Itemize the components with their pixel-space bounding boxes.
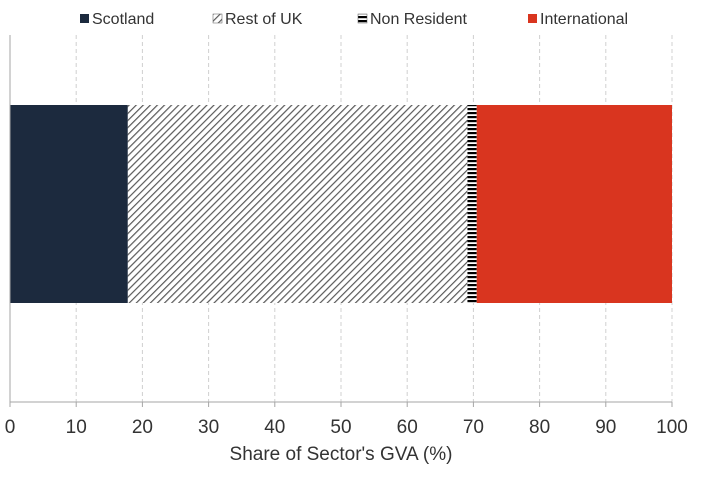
legend-item-rest-of-uk: Rest of UK <box>212 11 303 28</box>
x-tick-label-10: 10 <box>66 417 87 438</box>
x-tick-label-80: 80 <box>529 417 550 438</box>
legend-swatch-international <box>528 14 537 23</box>
bar-scotland <box>10 105 128 303</box>
legend-label-scotland: Scotland <box>92 11 154 28</box>
legend: Scotland Rest of UK Non Resident Internatio… <box>80 11 628 28</box>
x-tick-label-100: 100 <box>656 417 688 438</box>
legend-item-non-resident: Non Resident <box>357 11 468 28</box>
bar-rest-of-uk <box>127 105 468 303</box>
x-axis-title: Share of Sector's GVA (%) <box>230 444 453 465</box>
legend-label-rest-of-uk: Rest of UK <box>225 11 303 28</box>
bars <box>10 105 672 303</box>
legend-item-scotland: Scotland <box>80 11 154 28</box>
x-tick-labels: 0 10 20 30 40 50 60 70 80 90 100 <box>5 417 688 438</box>
bar-non-resident <box>467 105 477 303</box>
x-tick-label-60: 60 <box>397 417 418 438</box>
x-tick-label-40: 40 <box>264 417 285 438</box>
legend-swatch-scotland <box>80 14 89 23</box>
legend-swatch-non-resident <box>357 13 368 24</box>
x-tick-label-90: 90 <box>595 417 616 438</box>
x-axis <box>9 35 673 407</box>
legend-swatch-rest-of-uk <box>212 13 223 24</box>
legend-item-international: International <box>528 11 628 28</box>
x-tick-label-70: 70 <box>463 417 484 438</box>
x-tick-label-0: 0 <box>5 417 16 438</box>
legend-label-international: International <box>540 11 628 28</box>
x-tick-label-30: 30 <box>198 417 219 438</box>
legend-label-non-resident: Non Resident <box>370 11 468 28</box>
bar-international <box>476 105 672 303</box>
x-tick-label-50: 50 <box>330 417 351 438</box>
x-tick-label-20: 20 <box>132 417 153 438</box>
